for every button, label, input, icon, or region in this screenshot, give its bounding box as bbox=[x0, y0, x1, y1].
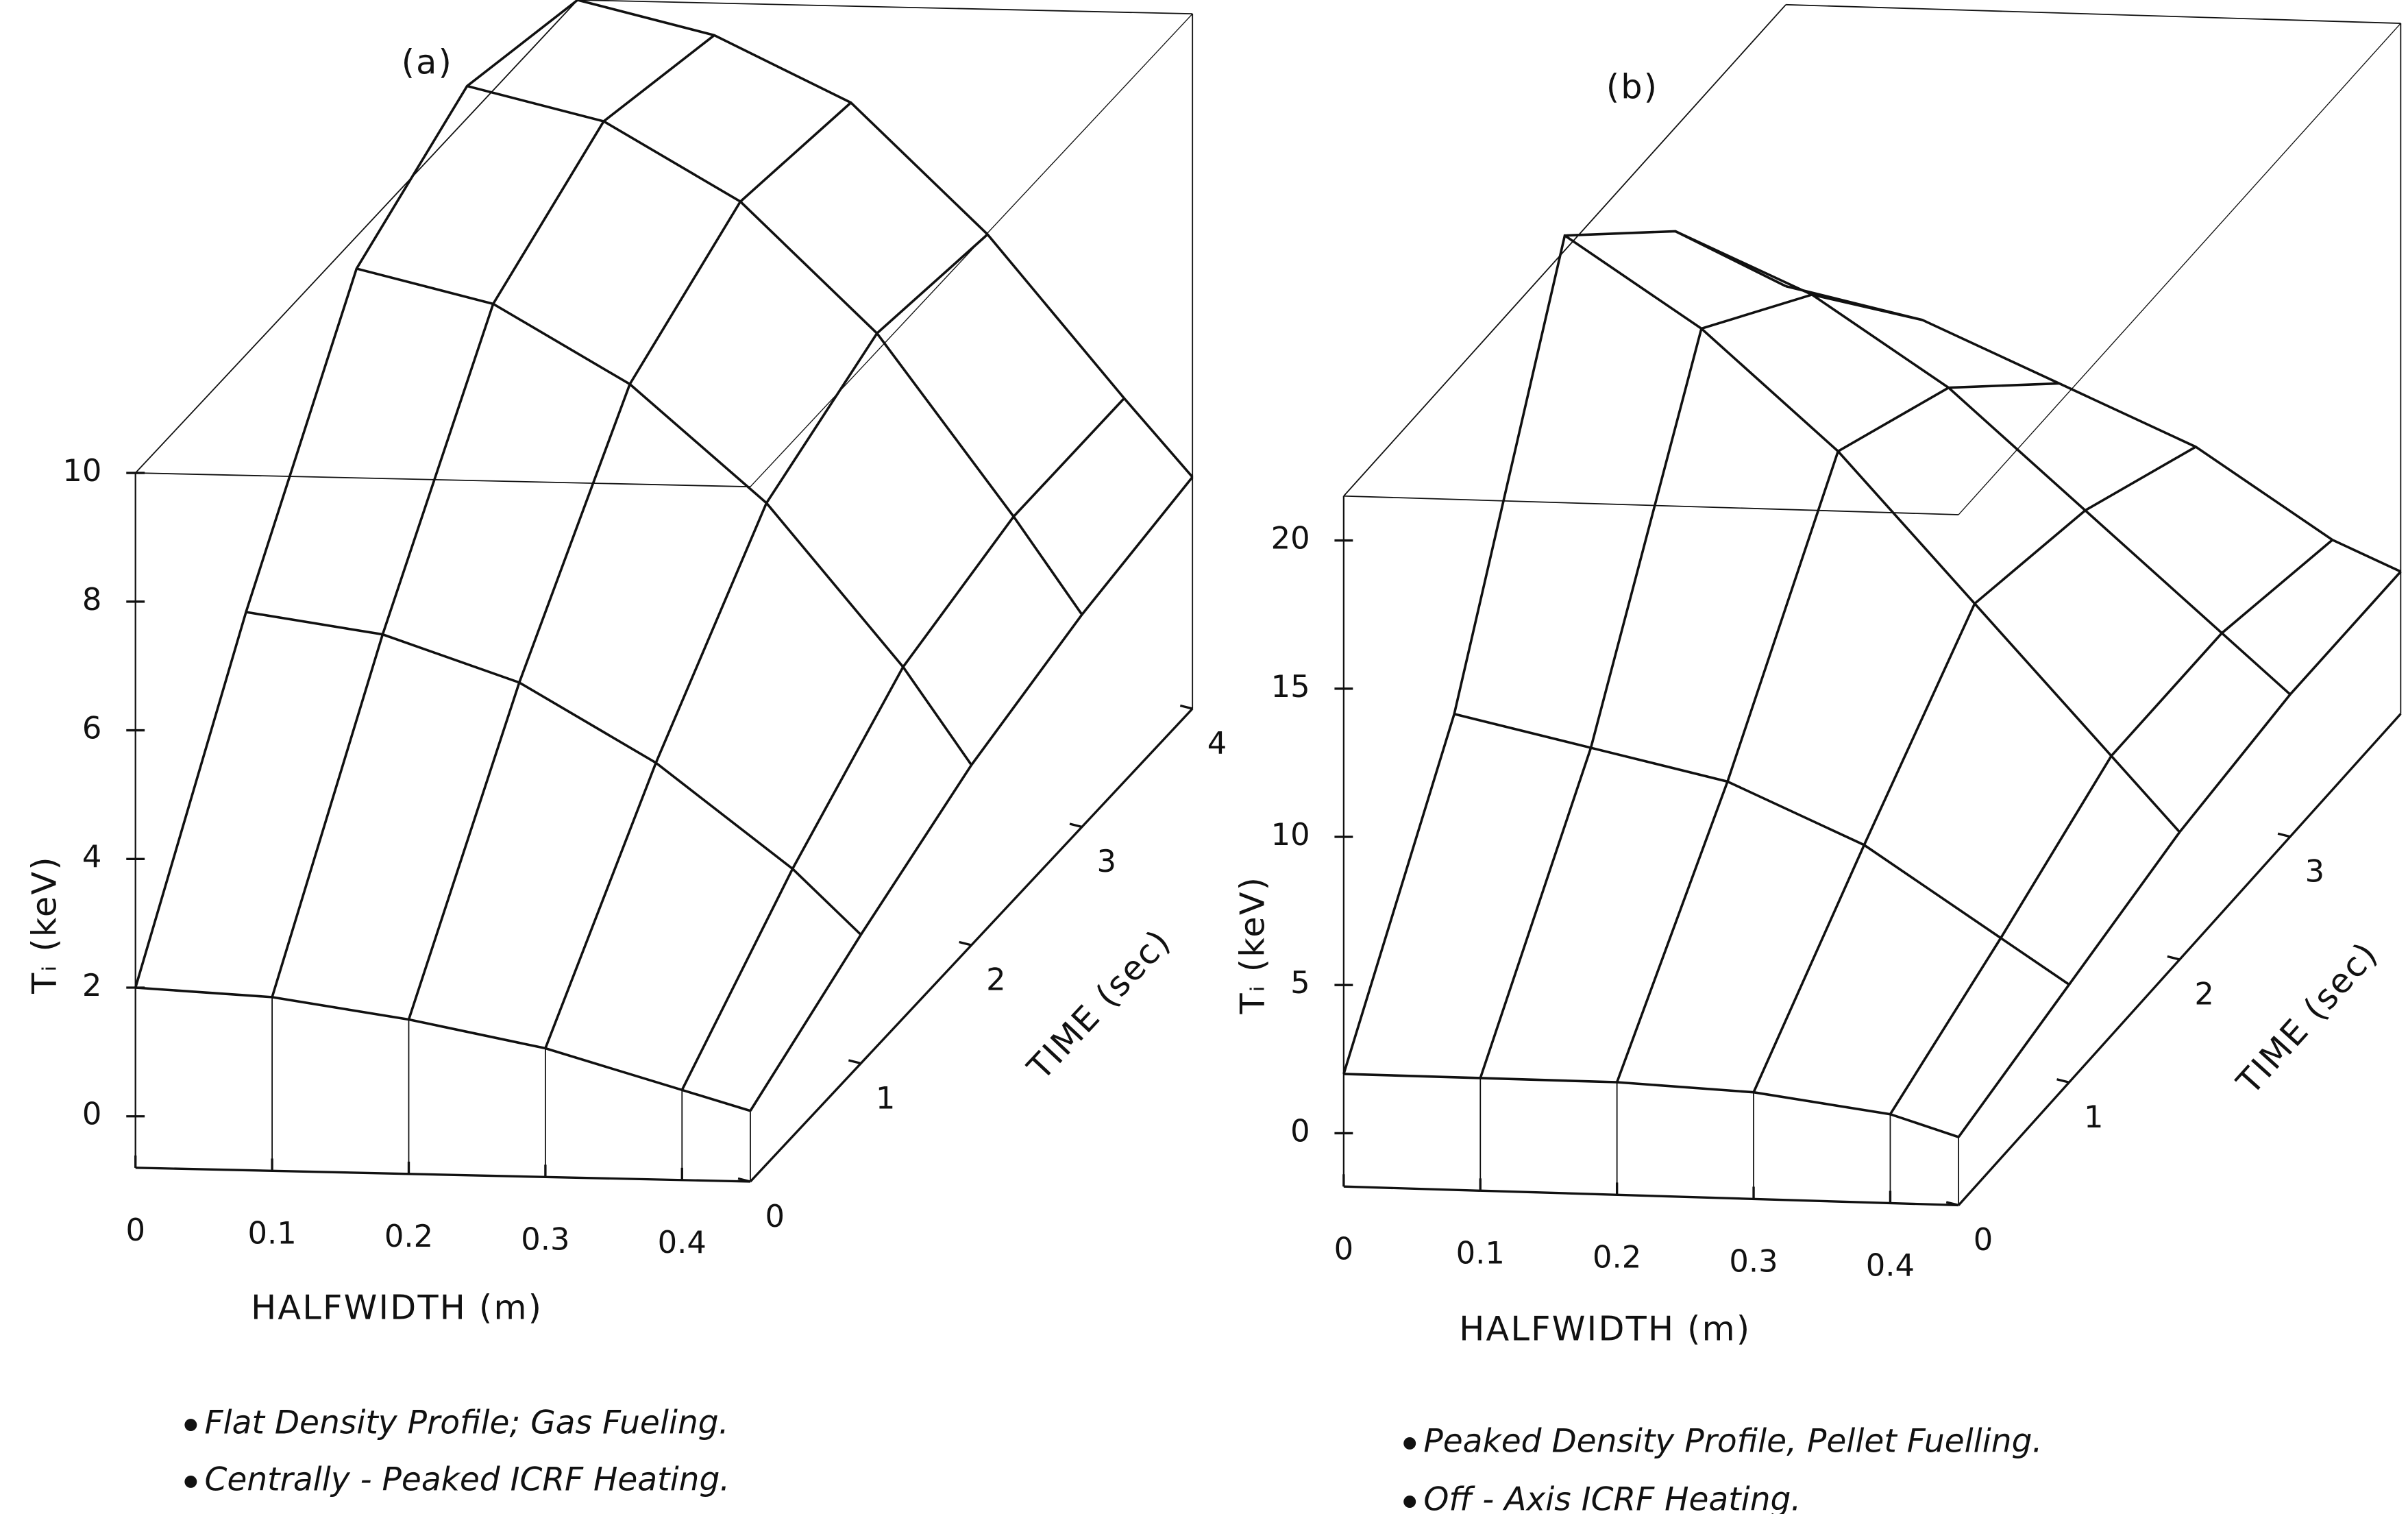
surface-line bbox=[749, 476, 1194, 1112]
x-tick-label: 0.3 bbox=[521, 1221, 569, 1257]
x-tick-label: 0 bbox=[125, 1212, 145, 1248]
box-edge bbox=[1343, 1185, 1959, 1207]
x-tick-label: 0.2 bbox=[1593, 1238, 1641, 1275]
surface-line bbox=[577, 0, 1194, 478]
z-tick-label: 8 bbox=[82, 581, 102, 618]
z-tick-label: 2 bbox=[82, 967, 102, 1003]
x-axis-label: HALFWIDTH (m) bbox=[251, 1288, 543, 1328]
z-tick-label: 10 bbox=[62, 452, 101, 489]
y-tick bbox=[1179, 704, 1193, 710]
box-edge bbox=[135, 1167, 751, 1183]
bullet bbox=[1403, 1495, 1416, 1509]
box-edge bbox=[1786, 3, 2401, 24]
panel-label: (a) bbox=[402, 42, 453, 82]
note: Peaked Density Profile, Pellet Fuelling. bbox=[1423, 1422, 2042, 1460]
x-axis-label: HALFWIDTH (m) bbox=[1459, 1308, 1751, 1348]
y-tick bbox=[1945, 1201, 1959, 1207]
box-edge bbox=[1343, 495, 1959, 515]
x-tick-label: 0.4 bbox=[658, 1224, 707, 1260]
surface-line bbox=[245, 611, 862, 936]
y-tick bbox=[1069, 822, 1083, 829]
x-tick-label: 0.1 bbox=[247, 1214, 296, 1251]
x-tick-label: 0 bbox=[1334, 1230, 1354, 1267]
y-tick-label: 3 bbox=[1096, 843, 1116, 879]
panel-label: (b) bbox=[1606, 66, 1658, 106]
surface-line bbox=[1675, 230, 2292, 696]
surface-line bbox=[544, 233, 989, 1049]
surface-line bbox=[680, 397, 1125, 1091]
z-tick-label: 6 bbox=[82, 710, 102, 746]
box-edge bbox=[1958, 23, 2401, 515]
surface-line bbox=[356, 267, 973, 766]
surface-line bbox=[271, 34, 715, 998]
x-tick-label: 0.2 bbox=[384, 1218, 433, 1254]
surface-line bbox=[1453, 713, 2070, 986]
x-tick-label: 0.3 bbox=[1729, 1243, 1778, 1279]
y-tick bbox=[848, 1059, 861, 1065]
box-edge bbox=[1343, 4, 1786, 497]
surface-line bbox=[134, 0, 579, 988]
z-axis-label: Tᵢ (keV) bbox=[24, 855, 64, 994]
box-edge bbox=[135, 0, 578, 474]
surface-line bbox=[1564, 234, 2181, 833]
note: Centrally - Peaked ICRF Heating. bbox=[205, 1461, 730, 1498]
y-tick-label: 0 bbox=[1974, 1221, 1993, 1258]
surface-line bbox=[467, 84, 1083, 615]
z-axis-label: Tᵢ (keV) bbox=[1232, 876, 1272, 1015]
z-tick-label: 10 bbox=[1271, 816, 1310, 853]
box-edge bbox=[577, 0, 1193, 15]
y-tick-label: 2 bbox=[986, 962, 1006, 998]
z-tick-label: 4 bbox=[82, 838, 102, 875]
y-tick-label: 2 bbox=[2194, 976, 2214, 1012]
y-tick-label: 0 bbox=[765, 1198, 785, 1234]
z-tick-label: 0 bbox=[1290, 1112, 1310, 1149]
y-tick bbox=[737, 1177, 751, 1183]
surface-line bbox=[1889, 539, 2333, 1115]
x-tick-label: 0.4 bbox=[1866, 1247, 1915, 1284]
surface-line bbox=[1752, 445, 2197, 1093]
x-tick-label: 0.1 bbox=[1456, 1234, 1505, 1271]
y-tick bbox=[2277, 832, 2291, 838]
surface-line bbox=[1615, 382, 2059, 1083]
y-tick bbox=[2167, 955, 2180, 961]
surface-line bbox=[135, 986, 751, 1112]
y-tick-label: 4 bbox=[1207, 725, 1227, 761]
z-tick-label: 15 bbox=[1271, 668, 1310, 705]
surface-line bbox=[1342, 230, 1786, 1075]
y-tick-label: 3 bbox=[2305, 853, 2325, 890]
bullet bbox=[1403, 1437, 1416, 1450]
surface-line bbox=[1957, 570, 2402, 1138]
note: Flat Density Profile; Gas Fueling. bbox=[205, 1404, 729, 1442]
z-tick-label: 20 bbox=[1271, 520, 1310, 557]
y-tick bbox=[959, 940, 972, 947]
surface-line bbox=[407, 101, 852, 1021]
z-tick-label: 0 bbox=[82, 1096, 102, 1132]
note: Off - Axis ICRF Heating. bbox=[1423, 1481, 1801, 1514]
y-tick bbox=[2056, 1078, 2069, 1084]
box-edge bbox=[135, 472, 750, 488]
y-tick-label: 1 bbox=[2084, 1099, 2104, 1135]
bullet bbox=[184, 1419, 197, 1432]
bullet bbox=[184, 1475, 197, 1488]
surface-line bbox=[1343, 1073, 1959, 1138]
z-tick-label: 5 bbox=[1290, 964, 1310, 1001]
surface-line bbox=[1479, 293, 1923, 1079]
y-tick-label: 1 bbox=[876, 1079, 896, 1116]
